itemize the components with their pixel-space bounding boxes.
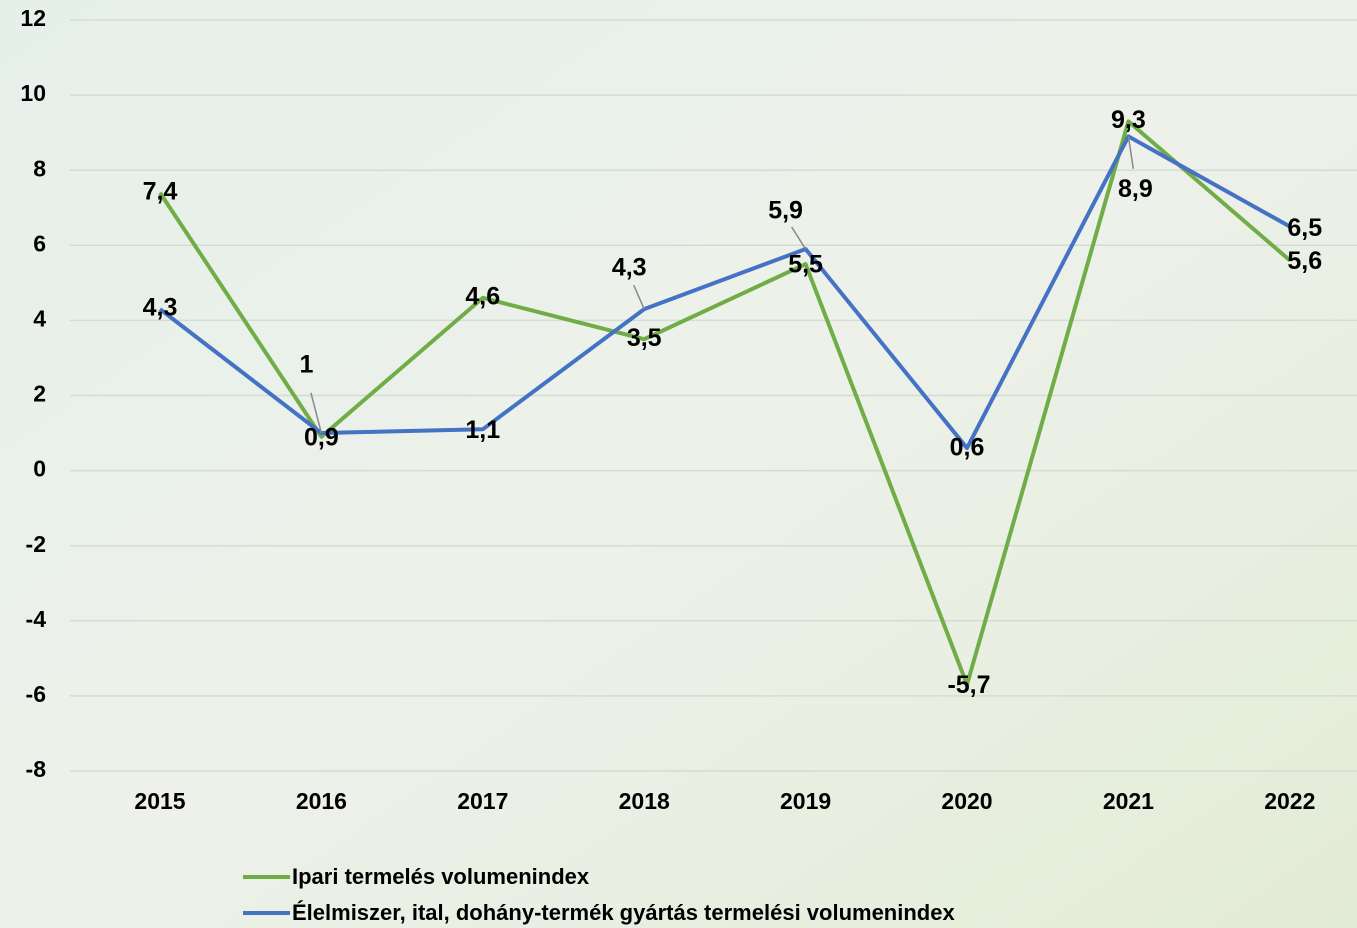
leader-line <box>310 392 323 434</box>
x-tick-label: 2022 <box>1264 788 1315 814</box>
y-tick-label: 12 <box>20 5 46 31</box>
y-tick-label: -2 <box>26 531 46 557</box>
data-label: 4,6 <box>465 282 500 310</box>
legend-label: Élelmiszer, ital, dohány-termék gyártás … <box>292 900 955 925</box>
y-tick-label: 6 <box>33 230 46 256</box>
data-label: -5,7 <box>947 671 990 699</box>
y-tick-label: -8 <box>26 756 47 782</box>
data-label: 5,6 <box>1287 247 1322 275</box>
line <box>158 134 1291 451</box>
data-label: 0,9 <box>304 423 339 451</box>
data-label: 5,5 <box>788 251 823 279</box>
line <box>158 119 1292 687</box>
data-label: 4,3 <box>612 254 647 282</box>
x-tick-label: 2020 <box>941 788 992 814</box>
x-tick-label: 2015 <box>134 788 185 814</box>
leader-line <box>633 284 645 310</box>
data-label: 4,3 <box>143 294 178 322</box>
y-tick-label: 10 <box>20 80 46 106</box>
x-tick-label: 2017 <box>457 788 508 814</box>
data-label: 9,3 <box>1111 106 1146 134</box>
data-label: 1 <box>299 351 313 379</box>
data-label: 7,4 <box>143 177 178 205</box>
legend-label: Ipari termelés volumenindex <box>292 864 590 889</box>
data-label: 0,6 <box>950 434 985 462</box>
data-label: 6,5 <box>1287 214 1322 242</box>
y-tick-label: 2 <box>33 381 46 407</box>
data-label: 3,5 <box>627 324 662 352</box>
x-tick-label: 2019 <box>780 788 831 814</box>
x-tick-label: 2021 <box>1103 788 1154 814</box>
y-tick-label: 8 <box>33 155 46 181</box>
data-label: 1,1 <box>465 416 500 444</box>
leader-line <box>790 226 807 250</box>
data-label: 5,9 <box>768 197 803 225</box>
y-tick-label: 0 <box>33 456 46 482</box>
y-tick-label: 4 <box>33 305 46 331</box>
data-label: 8,9 <box>1118 175 1153 203</box>
x-tick-label: 2016 <box>296 788 347 814</box>
y-tick-label: -4 <box>26 606 47 632</box>
y-tick-label: -6 <box>26 681 46 707</box>
x-tick-label: 2018 <box>619 788 670 814</box>
leader-line <box>1127 136 1135 169</box>
